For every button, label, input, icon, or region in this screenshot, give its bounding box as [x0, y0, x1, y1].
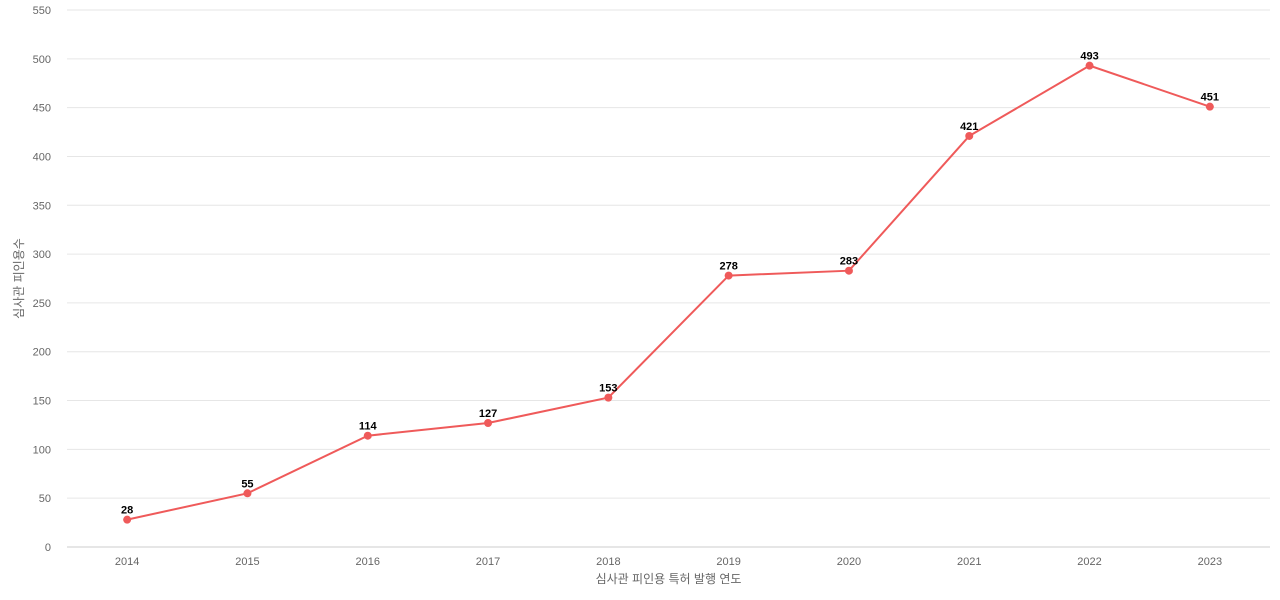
series-group	[123, 61, 1214, 524]
y-tick-label: 350	[33, 200, 51, 212]
y-tick-label: 550	[33, 5, 51, 17]
x-tick-label: 2014	[115, 556, 139, 568]
x-tick-label: 2016	[356, 556, 380, 568]
data-label: 114	[359, 421, 378, 433]
data-label: 55	[241, 478, 253, 490]
data-point[interactable]	[604, 393, 613, 402]
data-point[interactable]	[123, 515, 132, 524]
series-line	[126, 64, 1211, 521]
data-label: 451	[1201, 92, 1219, 104]
y-axis-title: 심사관 피인용수	[12, 238, 26, 319]
y-tick-label: 300	[33, 249, 51, 261]
data-label: 278	[719, 261, 737, 273]
x-tick-label: 2022	[1077, 556, 1101, 568]
y-tick-label: 200	[33, 347, 51, 359]
data-labels: 28 55 114 127 153 278 283 421 493 451	[121, 51, 1219, 517]
x-tick-label: 2015	[235, 556, 259, 568]
x-axis-title: 심사관 피인용 특허 발행 연도	[596, 571, 742, 586]
data-label: 28	[121, 505, 133, 517]
y-tick-label: 250	[33, 298, 51, 310]
data-label: 283	[840, 256, 858, 268]
data-point[interactable]	[1205, 102, 1214, 111]
data-point[interactable]	[724, 271, 733, 280]
x-tick-label: 2021	[957, 556, 981, 568]
y-tick-label: 50	[39, 493, 51, 505]
x-tick-label: 2017	[476, 556, 500, 568]
y-tick-label: 500	[33, 54, 51, 66]
y-tick-label: 450	[33, 103, 51, 115]
y-tick-label: 150	[33, 396, 51, 408]
data-point[interactable]	[243, 489, 252, 498]
data-point[interactable]	[484, 419, 493, 428]
data-label: 127	[479, 408, 497, 420]
data-label: 153	[599, 383, 617, 395]
data-point[interactable]	[1085, 61, 1094, 70]
data-label: 421	[960, 121, 978, 133]
grid-lines	[67, 9, 1270, 499]
x-tick-label: 2018	[596, 556, 620, 568]
x-tick-label: 2023	[1198, 556, 1222, 568]
data-label: 493	[1080, 51, 1098, 63]
y-tick-label: 100	[33, 444, 51, 456]
x-axis-ticks: 2014 2015 2016 2017 2018 2019 2020 2021 2022 2023	[115, 556, 1222, 568]
data-point[interactable]	[363, 431, 372, 440]
y-tick-label: 400	[33, 151, 51, 163]
x-tick-label: 2019	[716, 556, 740, 568]
data-point[interactable]	[844, 266, 853, 275]
y-tick-label: 0	[45, 542, 51, 554]
data-point[interactable]	[965, 131, 974, 140]
y-axis-ticks: 0 50 100 150 200 250 300 350 400 450 500 550	[33, 5, 51, 554]
x-tick-label: 2020	[837, 556, 861, 568]
